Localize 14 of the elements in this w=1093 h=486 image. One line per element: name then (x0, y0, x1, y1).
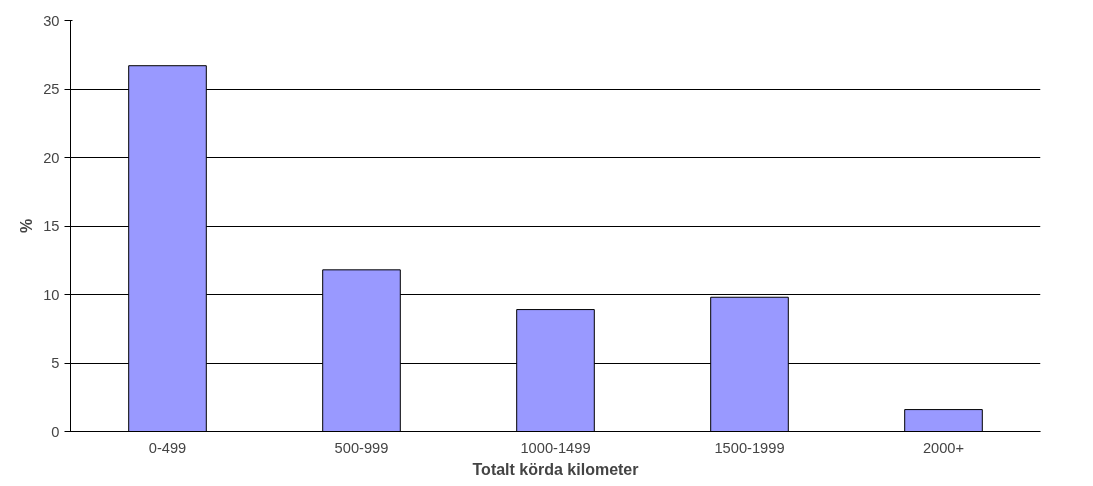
y-axis-title: % (18, 218, 36, 234)
x-tick-label: 1500-1999 (714, 439, 785, 456)
x-tick-label: 1000-1499 (520, 439, 591, 456)
y-tick-label: 20 (43, 149, 60, 166)
y-tick-label: 10 (43, 286, 60, 303)
y-tick-label: 0 (51, 423, 60, 440)
y-tick-label: 15 (43, 218, 60, 234)
y-tick-label: 5 (51, 355, 60, 371)
x-axis-title: Totalt körda kilometer (472, 460, 639, 478)
y-tick-label: 30 (43, 12, 60, 29)
x-tick-label: 2000+ (922, 439, 965, 456)
x-tick-label: 500-999 (334, 439, 389, 456)
x-tick-label: 0-499 (148, 439, 187, 456)
y-tick-label: 25 (43, 81, 60, 97)
